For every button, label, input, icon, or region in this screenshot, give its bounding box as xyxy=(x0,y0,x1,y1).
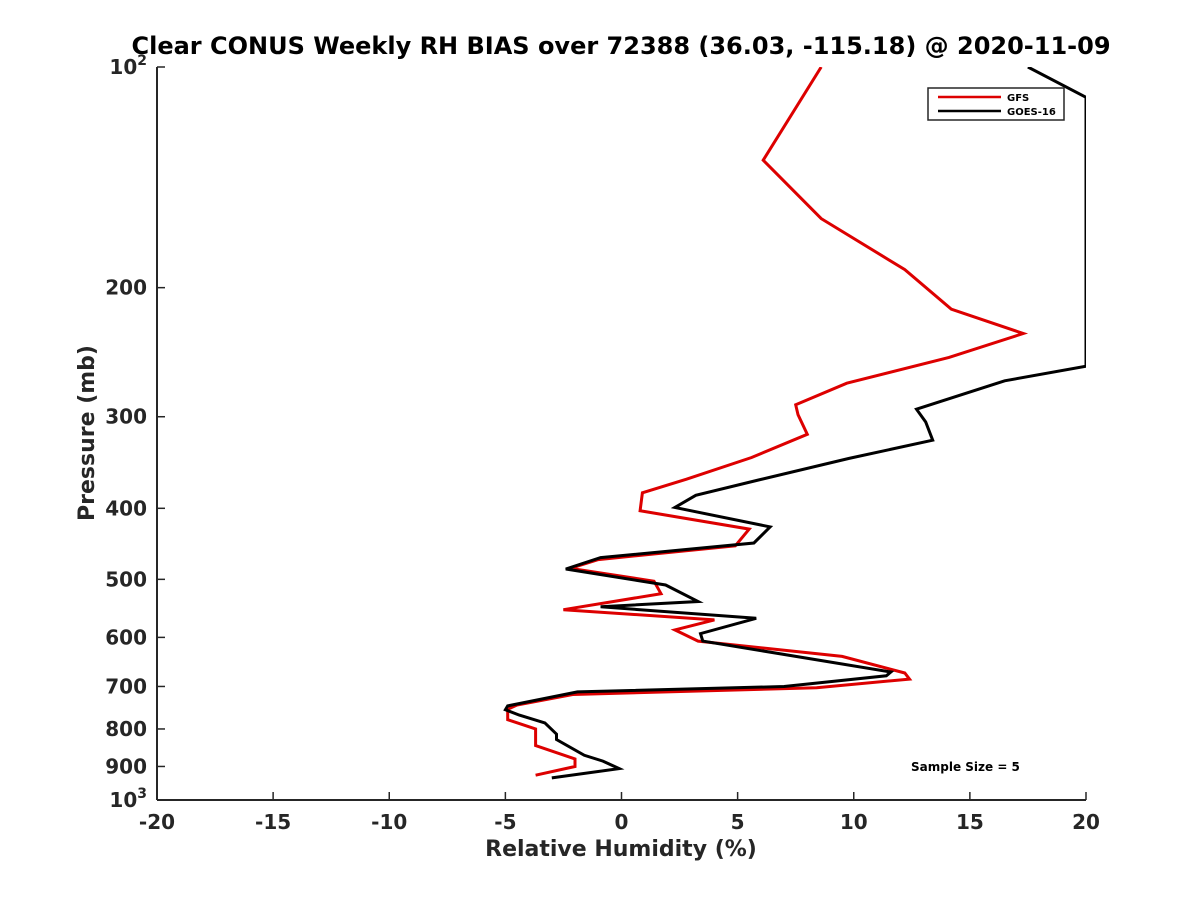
y-tick-label: 900 xyxy=(105,754,147,778)
y-tick-label: 103 xyxy=(109,786,147,812)
series-line-gfs xyxy=(506,67,1029,777)
x-axis-ticks: -20 -15 -10 -5 0 5 10 15 20 xyxy=(139,792,1100,834)
y-axis-label: Pressure (mb) xyxy=(75,345,100,521)
legend-label-gfs: GFS xyxy=(1007,93,1029,104)
y-tick-label: 800 xyxy=(105,717,147,741)
legend: GFS GOES-16 xyxy=(927,87,1065,121)
x-tick-label: 20 xyxy=(1072,810,1100,834)
x-tick-label: -10 xyxy=(371,810,407,834)
series-layer xyxy=(503,67,1086,780)
y-tick-label: 400 xyxy=(105,496,147,520)
x-tick-label: 10 xyxy=(840,810,868,834)
x-tick-label: 0 xyxy=(615,810,629,834)
x-tick-label: -15 xyxy=(255,810,291,834)
y-tick-label: 200 xyxy=(105,276,147,300)
y-tick-label: 300 xyxy=(105,405,147,429)
y-tick-label: 500 xyxy=(105,567,147,591)
x-tick-label: -5 xyxy=(494,810,516,834)
x-tick-label: 5 xyxy=(731,810,745,834)
legend-box xyxy=(927,87,1065,121)
y-axis-ticks: 102 200 300 400 500 600 700 800 900 103 xyxy=(105,53,165,812)
sample-size-annotation: Sample Size = 5 xyxy=(911,760,1020,774)
y-tick-label: 102 xyxy=(109,53,147,79)
x-tick-label: 15 xyxy=(956,810,984,834)
legend-label-goes16: GOES-16 xyxy=(1007,107,1056,118)
x-tick-label: -20 xyxy=(139,810,175,834)
y-tick-label: 700 xyxy=(105,674,147,698)
y-tick-label: 600 xyxy=(105,625,147,649)
chart-title: Clear CONUS Weekly RH BIAS over 72388 (3… xyxy=(131,32,1110,60)
x-axis-label: Relative Humidity (%) xyxy=(485,837,757,862)
series-line-goes16 xyxy=(503,67,1086,780)
